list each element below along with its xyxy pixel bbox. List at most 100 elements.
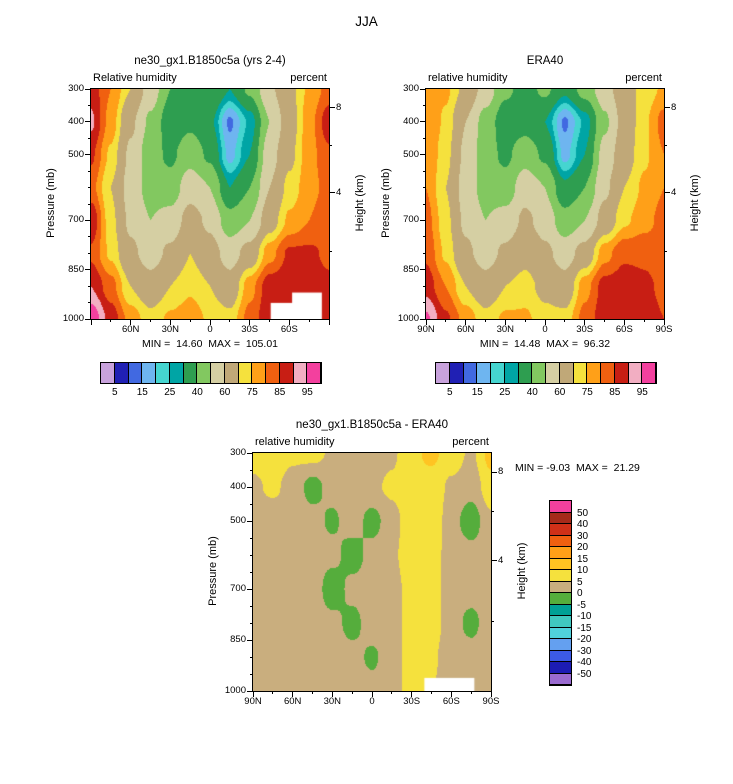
colorbar-cell bbox=[491, 363, 505, 383]
axis-tick bbox=[85, 318, 91, 320]
latitude-tick-label: 90S bbox=[655, 324, 673, 335]
axis-tick bbox=[485, 319, 486, 322]
panel-era40-field-label: relative humidity bbox=[428, 72, 508, 84]
colorbar-label: 85 bbox=[274, 387, 286, 398]
colorbar-cell bbox=[279, 363, 294, 383]
colorbar-cell bbox=[266, 363, 280, 383]
colorbar-label: -30 bbox=[577, 645, 592, 657]
height-tick-label: 4 bbox=[671, 186, 677, 198]
colorbar-label: 30 bbox=[577, 530, 589, 542]
axis-tick bbox=[420, 318, 426, 320]
colorbar-label: 75 bbox=[246, 387, 258, 398]
colorbar-cell bbox=[252, 363, 266, 383]
axis-tick bbox=[88, 285, 91, 287]
colorbar-cell bbox=[550, 547, 571, 559]
axis-tick bbox=[351, 691, 353, 694]
axis-tick bbox=[423, 187, 426, 189]
panel-difference-title: ne30_gx1.B1850c5a - ERA40 bbox=[295, 419, 449, 431]
axis-tick bbox=[250, 605, 253, 607]
colorbar-cell bbox=[614, 363, 629, 383]
colorbar-cell bbox=[550, 639, 571, 651]
colorbar-cell bbox=[550, 570, 571, 582]
latitude-tick-label: 30N bbox=[161, 324, 180, 335]
axis-tick bbox=[623, 319, 625, 325]
axis-tick bbox=[331, 691, 333, 697]
axis-tick bbox=[391, 691, 393, 694]
axis-tick bbox=[150, 319, 151, 322]
colorbar-cell bbox=[546, 363, 560, 383]
model-contour-plot bbox=[91, 89, 329, 319]
colorbar-cell bbox=[550, 558, 571, 570]
axis-tick bbox=[110, 319, 112, 322]
panel-model: ne30_gx1.B1850c5a (yrs 2-4) Relative hum… bbox=[45, 55, 366, 350]
colorbar-cell bbox=[293, 363, 308, 383]
colorbar-label: 0 bbox=[577, 588, 583, 599]
axis-tick bbox=[423, 104, 426, 106]
pressure-tick-label: 500 bbox=[403, 148, 419, 160]
axis-tick bbox=[663, 319, 665, 325]
axis-tick bbox=[90, 319, 92, 325]
colorbar-cell bbox=[211, 363, 225, 383]
axis-tick bbox=[524, 319, 526, 322]
colorbar-cell bbox=[156, 363, 170, 383]
latitude-tick-label: 0 bbox=[207, 324, 213, 335]
axis-tick bbox=[423, 285, 426, 287]
axis-tick bbox=[491, 620, 494, 622]
pressure-tick-label: 850 bbox=[230, 634, 246, 645]
axis-tick bbox=[604, 319, 605, 322]
panel-difference-field-label: relative humidity bbox=[255, 436, 335, 448]
latitude-tick-label: 60S bbox=[615, 324, 633, 335]
axis-tick bbox=[272, 691, 274, 694]
panel-era40-units-label: percent bbox=[625, 72, 662, 84]
colorbar-cell bbox=[550, 616, 571, 628]
axis-tick bbox=[247, 690, 253, 692]
colorbar-cell bbox=[550, 627, 571, 639]
colorbar-cell bbox=[142, 363, 156, 383]
colorbar-cell bbox=[628, 363, 643, 383]
axis-tick bbox=[544, 319, 546, 325]
colorbar-label: 15 bbox=[136, 387, 148, 398]
colorbar-label: 95 bbox=[301, 387, 313, 398]
panel-model-pressure-axis-label: Pressure (mb) bbox=[45, 168, 57, 238]
colorbar-cell bbox=[550, 535, 571, 547]
axis-tick bbox=[445, 319, 447, 322]
latitude-tick-label: 30S bbox=[576, 324, 594, 335]
axis-tick bbox=[431, 691, 432, 694]
latitude-tick-label: 0 bbox=[369, 696, 375, 707]
colorbar-cell bbox=[550, 593, 571, 605]
axis-tick bbox=[250, 656, 253, 658]
latitude-tick-label: 30N bbox=[323, 696, 342, 707]
colorbar-label: 25 bbox=[164, 387, 176, 398]
axis-tick bbox=[85, 88, 91, 90]
colorbar-cell bbox=[307, 363, 321, 383]
pressure-tick-label: 500 bbox=[230, 515, 246, 526]
colorbar-cell bbox=[463, 363, 478, 383]
axis-tick bbox=[329, 192, 335, 194]
colorbar-cell bbox=[550, 512, 571, 524]
latitude-tick-label: 30S bbox=[241, 324, 259, 335]
pressure-tick-label: 700 bbox=[68, 214, 84, 226]
height-tick-label: 4 bbox=[498, 554, 504, 566]
axis-tick bbox=[420, 88, 426, 90]
axis-tick bbox=[504, 319, 506, 325]
axis-tick bbox=[420, 219, 426, 221]
axis-tick bbox=[250, 622, 253, 624]
panel-era40-height-axis-label: Height (km) bbox=[689, 174, 701, 232]
colorbar-label: 75 bbox=[581, 387, 593, 398]
axis-tick bbox=[465, 319, 467, 325]
axis-tick bbox=[169, 319, 171, 325]
colorbar-cell bbox=[550, 581, 571, 593]
pressure-tick-label: 1000 bbox=[224, 685, 246, 696]
latitude-tick-label: 30S bbox=[403, 696, 421, 707]
pressure-tick-label: 300 bbox=[68, 83, 84, 94]
axis-tick bbox=[450, 691, 452, 697]
colorbar-cell bbox=[587, 363, 601, 383]
colorbar-cell bbox=[128, 363, 143, 383]
height-tick-label: 8 bbox=[671, 101, 677, 113]
panel-model-field-label: Relative humidity bbox=[93, 72, 177, 84]
axis-tick bbox=[664, 192, 670, 194]
panel-model-minmax: MIN = 14.60 MAX = 105.01 bbox=[142, 338, 278, 350]
axis-tick bbox=[329, 251, 332, 253]
colorbar-cell bbox=[183, 363, 198, 383]
